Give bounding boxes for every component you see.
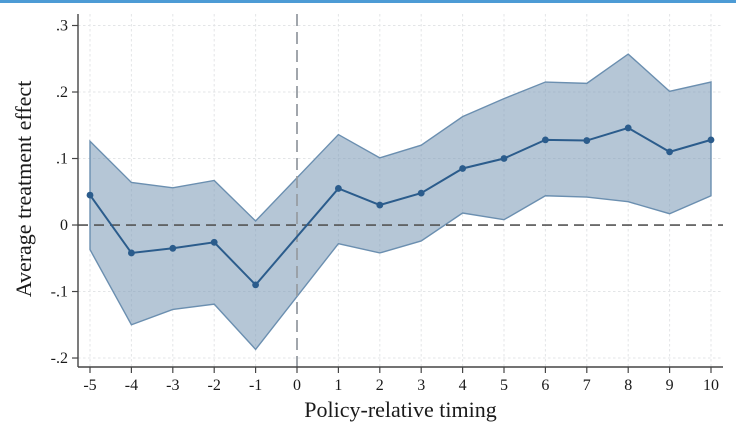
x-tick-label: -1 [249, 377, 262, 394]
data-point-marker [169, 244, 177, 252]
x-tick-label: 6 [541, 377, 549, 394]
y-tick-label: 0 [60, 217, 68, 234]
data-point-marker [459, 165, 466, 172]
y-tick-label: -.2 [51, 350, 68, 367]
y-axis-title: Average treatment effect [11, 80, 36, 298]
data-point-marker [666, 148, 673, 156]
data-point-marker [252, 281, 260, 289]
x-tick-label: 3 [417, 377, 425, 394]
x-tick-label: -4 [125, 377, 138, 394]
y-tick-label: .3 [56, 18, 68, 35]
x-tick-label: 4 [459, 377, 467, 394]
data-point-marker [500, 155, 508, 162]
data-point-marker [541, 136, 549, 144]
data-point-marker [624, 124, 632, 132]
data-point-marker [210, 238, 218, 246]
x-tick-label: -3 [166, 377, 179, 394]
x-tick-label: 2 [376, 377, 384, 394]
data-point-marker [583, 137, 591, 144]
x-tick-label: 8 [624, 377, 632, 394]
x-tick-label: 7 [583, 377, 591, 394]
x-tick-label: 10 [703, 377, 719, 394]
data-point-marker [128, 249, 135, 257]
y-tick-label: -.1 [51, 284, 68, 301]
x-tick-label: -2 [208, 377, 221, 394]
x-tick-label: 1 [334, 377, 342, 394]
x-tick-label: 5 [500, 377, 508, 394]
data-point-marker [376, 201, 384, 209]
data-point-marker [335, 185, 342, 192]
y-tick-label: .2 [56, 84, 68, 101]
x-tick-label: -5 [83, 377, 96, 394]
data-point-marker [707, 136, 715, 144]
x-axis-title: Policy-relative timing [304, 397, 497, 422]
data-point-marker [86, 191, 94, 199]
x-tick-label: 0 [293, 377, 301, 394]
data-point-marker [417, 189, 425, 197]
window-top-border [0, 0, 736, 3]
confidence-band [89, 53, 712, 351]
y-tick-label: .1 [56, 151, 68, 168]
x-tick-label: 9 [666, 377, 674, 394]
